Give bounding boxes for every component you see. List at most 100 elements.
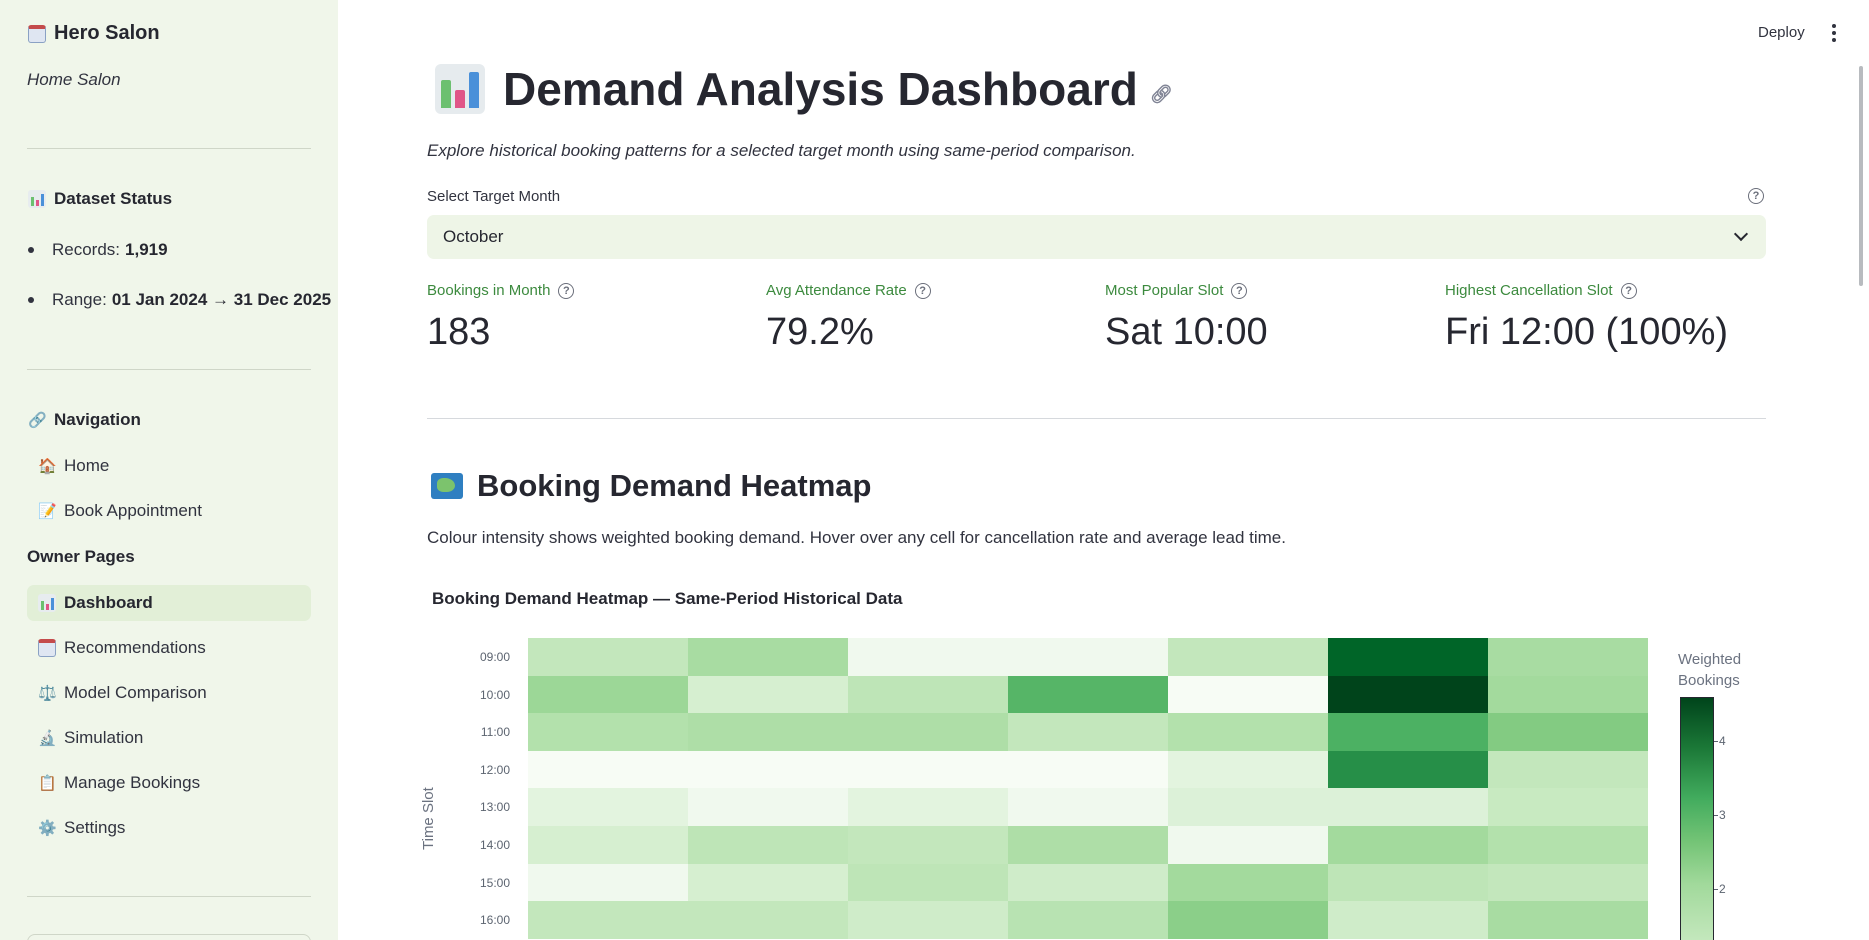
metric-bookings: Bookings in Month? 183 [427,282,575,354]
heatmap-cell[interactable] [1328,638,1488,676]
heatmap-cell[interactable] [848,901,1008,940]
colorbar-title-text: Weighted Bookings [1678,651,1742,689]
heatmap-cell[interactable] [688,675,848,714]
nav-item-home[interactable]: 🏠 Home [38,456,110,475]
heatmap-cell[interactable] [688,638,848,676]
heatmap-cell[interactable] [688,901,848,940]
heatmap-cell[interactable] [688,788,848,827]
records-value: 1,919 [125,240,168,259]
heatmap-cell[interactable] [688,750,848,789]
heatmap-cell[interactable] [1488,675,1648,714]
help-icon[interactable]: ? [914,282,931,299]
help-icon[interactable]: ? [1748,188,1764,204]
colorbar-tick-label: 4 [1714,734,1726,748]
heatmap-cell[interactable] [1328,826,1488,864]
sidebar-card [27,934,311,940]
sidebar-brand: Hero Salon [28,22,160,45]
heatmap-cell[interactable] [528,826,688,864]
heatmap-cell[interactable] [1168,713,1328,752]
heatmap-cell[interactable] [848,713,1008,752]
y-tick-label: 12:00 [479,762,510,777]
heatmap-cell[interactable] [848,826,1008,864]
nav-item-dashboard[interactable]: Dashboard [27,585,311,621]
scrollbar-thumb[interactable] [1859,66,1863,286]
heatmap-cell[interactable] [528,901,688,940]
heatmap-cell[interactable] [1488,863,1648,902]
link-icon: 🔗 [28,412,47,429]
heatmap-cell[interactable] [688,863,848,902]
metric-value: 183 [427,311,491,353]
heatmap-cell[interactable] [688,713,848,752]
heatmap-cell[interactable] [1168,675,1328,714]
heatmap-cell[interactable] [1008,826,1168,864]
help-icon[interactable]: ? [558,282,575,299]
nav-item-simulation[interactable]: 🔬 Simulation [38,728,144,747]
heatmap-cell[interactable] [1328,713,1488,752]
heatmap-cell[interactable] [1168,788,1328,827]
heatmap-cell[interactable] [528,675,688,714]
balance-scale-icon: ⚖️ [38,685,57,702]
heatmap-cell[interactable] [688,826,848,864]
chevron-down-icon [1733,226,1749,242]
page-subtitle: Explore historical booking patterns for … [427,141,1136,160]
colorbar [1680,697,1714,940]
heatmap-cell[interactable] [1008,788,1168,827]
heatmap-cell[interactable] [1328,901,1488,940]
heatmap-cell[interactable] [848,675,1008,714]
heatmap-cell[interactable] [1168,750,1328,789]
metric-attendance: Avg Attendance Rate? 79.2% [766,282,931,354]
chart-title: Booking Demand Heatmap — Same-Period His… [432,589,903,608]
heatmap-cell[interactable] [528,638,688,676]
heatmap-cell[interactable] [1008,638,1168,676]
heatmap-cell[interactable] [1168,638,1328,676]
more-menu-icon[interactable] [1826,22,1842,44]
y-tick-label: 15:00 [479,875,510,890]
heatmap-cell[interactable] [1488,750,1648,789]
help-icon[interactable]: ? [1620,282,1637,299]
deploy-button[interactable]: Deploy [1758,24,1805,41]
nav-item-settings[interactable]: ⚙️ Settings [38,818,126,837]
heatmap-cell[interactable] [1008,863,1168,902]
heatmap-cell[interactable] [1168,901,1328,940]
brand-subtitle: Home Salon [27,70,121,89]
bar-chart-icon [38,594,56,612]
heatmap-cell[interactable] [528,713,688,752]
heatmap-cell[interactable] [1328,675,1488,714]
heatmap-cell[interactable] [848,750,1008,789]
nav-item-model-comparison[interactable]: ⚖️ Model Comparison [38,683,207,702]
navigation-heading: 🔗 Navigation [28,410,141,429]
heatmap-cell[interactable] [1488,788,1648,827]
heatmap-cell[interactable] [848,638,1008,676]
heatmap-cell[interactable] [1008,901,1168,940]
heatmap-cell[interactable] [848,788,1008,827]
heatmap-cell[interactable] [1488,713,1648,752]
page-title: Demand Analysis Dashboard 🔗︎ [435,62,1173,116]
heatmap-cell[interactable] [1168,826,1328,864]
anchor-link-icon[interactable]: 🔗︎ [1149,83,1173,104]
heatmap-cell[interactable] [1488,901,1648,940]
heatmap-cell[interactable] [1008,675,1168,714]
heatmap-cell[interactable] [1008,750,1168,789]
heatmap-cell[interactable] [1168,863,1328,902]
heatmap-cell[interactable] [1328,750,1488,789]
heatmap-cell[interactable] [528,863,688,902]
heatmap-cell[interactable] [1488,638,1648,676]
nav-item-book-appointment[interactable]: 📝 Book Appointment [38,501,202,520]
month-select[interactable]: October [427,215,1766,259]
y-tick-label: 16:00 [479,913,510,928]
nav-item-recommendations[interactable]: Recommendations [27,630,311,666]
help-icon[interactable]: ? [1231,282,1248,299]
dataset-status-heading: Dataset Status [28,189,172,209]
heatmap-cell[interactable] [1328,788,1488,827]
heatmap-cell[interactable] [1488,826,1648,864]
heatmap-cell[interactable] [528,788,688,827]
heatmap-cell[interactable] [848,863,1008,902]
nav-item-manage-bookings[interactable]: 📋 Manage Bookings [38,773,201,792]
heatmap-cell[interactable] [1008,713,1168,752]
brand-title: Hero Salon [54,22,160,44]
heatmap-cell[interactable] [1328,863,1488,902]
y-tick-label: 14:00 [479,838,510,852]
heatmap-cell[interactable] [528,750,688,789]
bar-chart-icon [435,64,485,114]
y-tick-label: 13:00 [479,800,510,815]
